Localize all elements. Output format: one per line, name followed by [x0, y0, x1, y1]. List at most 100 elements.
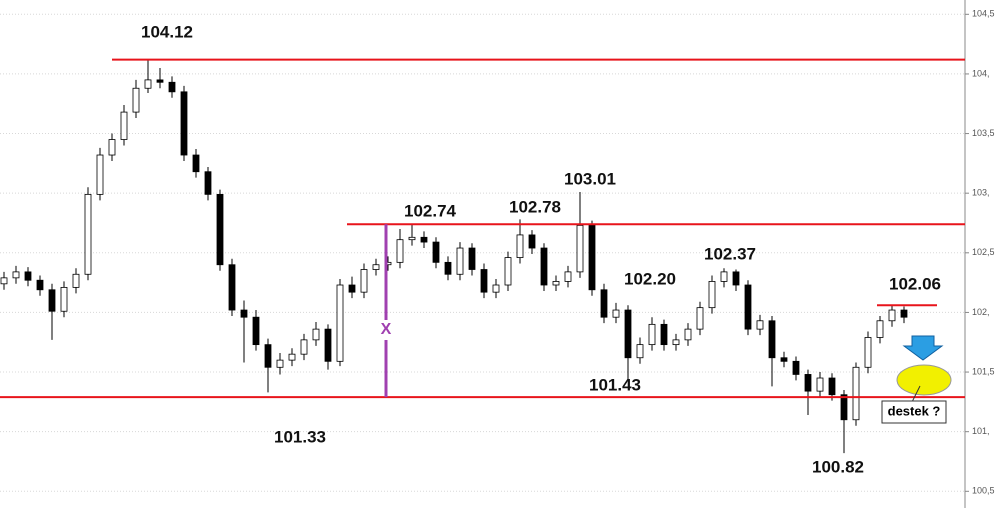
candle-body — [420, 236, 428, 243]
candle-body — [84, 193, 92, 275]
candle-body — [324, 328, 332, 362]
y-tick-label: 100,5 — [972, 486, 995, 496]
candle-body — [48, 289, 56, 312]
candle-body — [360, 269, 368, 293]
candle-body — [840, 394, 848, 421]
candle-body — [168, 81, 176, 93]
marker-label: X — [381, 321, 392, 338]
candle-body — [528, 234, 536, 249]
candle-body — [372, 264, 380, 270]
candle-body — [624, 309, 632, 359]
candle-body — [852, 366, 860, 421]
price-label: 102.37 — [704, 244, 756, 263]
candle-body — [828, 377, 836, 396]
candle-body — [660, 323, 668, 346]
candle-body — [684, 328, 692, 341]
candle-body — [876, 320, 884, 338]
candle-body — [564, 271, 572, 282]
y-tick-label: 103, — [972, 188, 990, 198]
candle-body — [504, 257, 512, 286]
candle-body — [300, 339, 308, 355]
candle-body — [432, 241, 440, 263]
candle-body — [480, 269, 488, 293]
candle-body — [816, 377, 824, 392]
price-label: 102.06 — [889, 274, 941, 293]
candle-body — [900, 309, 908, 318]
candle-body — [336, 284, 344, 362]
candle-body — [648, 323, 656, 346]
candle-body — [240, 309, 248, 318]
candle-body — [792, 360, 800, 375]
candle-body — [216, 193, 224, 266]
candle-body — [396, 239, 404, 263]
candle-body — [120, 111, 128, 140]
candle-body — [144, 79, 152, 89]
y-tick-label: 102,5 — [972, 247, 995, 257]
price-label: 101.43 — [589, 375, 641, 394]
candle-body — [864, 337, 872, 368]
candle-body — [12, 271, 20, 279]
candle-body — [0, 277, 8, 285]
candle-body — [696, 307, 704, 330]
marker-label-bg — [378, 320, 394, 340]
candle-body — [456, 247, 464, 275]
candle-body — [60, 286, 68, 312]
candle-body — [228, 264, 236, 311]
price-label: 103.01 — [564, 169, 616, 188]
candle-body — [672, 339, 680, 346]
candle-body — [516, 234, 524, 258]
price-label: 102.20 — [624, 269, 676, 288]
candle-body — [768, 320, 776, 359]
candle-body — [576, 224, 584, 273]
candle-body — [780, 357, 788, 362]
candle-body — [804, 374, 812, 392]
candle-body — [888, 309, 896, 322]
candle-body — [36, 279, 44, 291]
candle-body — [204, 171, 212, 195]
y-tick-label: 101, — [972, 426, 990, 436]
candle-body — [732, 271, 740, 286]
candle-body — [408, 236, 416, 241]
candle-body — [312, 328, 320, 341]
candle-body — [720, 271, 728, 282]
candle-body — [636, 344, 644, 359]
candle-body — [72, 273, 80, 288]
y-tick-label: 102, — [972, 307, 990, 317]
y-tick-label: 101,5 — [972, 366, 995, 376]
candle-body — [540, 247, 548, 286]
price-label: 104.12 — [141, 22, 193, 41]
price-label: 100.82 — [812, 457, 864, 476]
candle-body — [756, 320, 764, 330]
candle-body — [348, 284, 356, 293]
candle-body — [708, 281, 716, 309]
candle-body — [156, 79, 164, 83]
candle-body — [744, 284, 752, 330]
candle-body — [24, 271, 32, 281]
candle-body — [552, 281, 560, 286]
candle-body — [588, 224, 596, 291]
candle-body — [444, 261, 452, 275]
candle-body — [600, 289, 608, 318]
candle-body — [276, 359, 284, 368]
candle-body — [180, 91, 188, 156]
price-label: 102.74 — [404, 201, 457, 220]
candle-body — [288, 353, 296, 361]
candle-body — [192, 154, 200, 173]
callout-line — [911, 385, 921, 403]
candle-body — [264, 344, 272, 368]
candle-body — [108, 139, 116, 156]
note-box — [881, 400, 947, 424]
price-label: 101.33 — [274, 427, 326, 446]
note: destek ? — [888, 403, 941, 418]
candle-body — [252, 316, 260, 346]
candle-body — [612, 309, 620, 318]
candle-body — [96, 154, 104, 195]
candle-body — [132, 87, 140, 113]
y-tick-label: 103,5 — [972, 128, 995, 138]
support-ellipse — [896, 364, 952, 396]
y-tick-label: 104, — [972, 68, 990, 78]
price-label: 102.78 — [509, 197, 561, 216]
y-tick-label: 104,5 — [972, 9, 995, 19]
